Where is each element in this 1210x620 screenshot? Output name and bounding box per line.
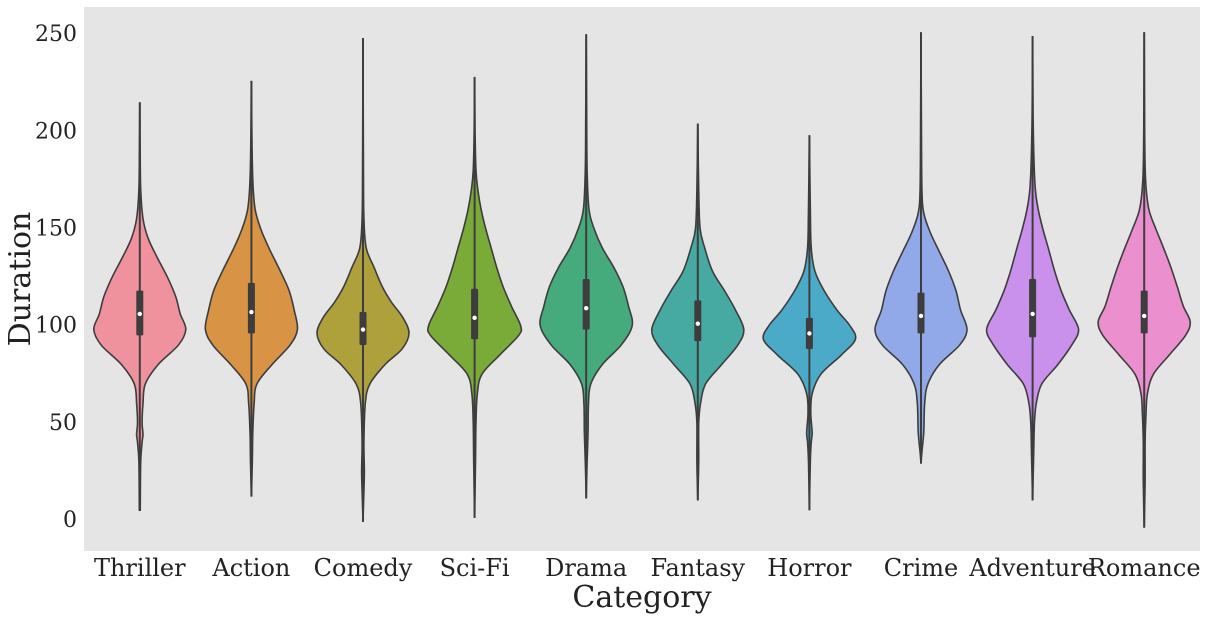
violin-median-marker [360, 327, 366, 332]
x-tick-labels: Thriller Action Comedy Sci-Fi Drama Fantasy Ho… [94, 554, 1201, 582]
x-tick-label: Romance [1088, 554, 1201, 582]
violin-romance [1097, 32, 1192, 528]
y-tick-label: 50 [49, 411, 77, 436]
y-tick-label: 250 [35, 22, 77, 47]
violin-iqr-box [1029, 279, 1037, 338]
x-tick-label: Fantasy [650, 554, 745, 582]
violin-fantasy [650, 123, 745, 501]
violin-comedy [316, 38, 410, 522]
violin-iqr-box [247, 282, 255, 334]
violin-iqr-box [694, 300, 702, 342]
violin-median-marker [695, 321, 700, 326]
violin-iqr-box [582, 279, 590, 330]
y-tick-label: 150 [35, 216, 77, 241]
violin-median-marker [472, 315, 477, 321]
violin-median-marker [918, 313, 924, 319]
x-tick-label: Horror [767, 554, 852, 582]
violin-median-marker [1142, 313, 1147, 319]
violin-iqr-box [471, 288, 479, 340]
x-axis-title: Category [572, 580, 711, 615]
violin-sci-fi [426, 76, 523, 518]
y-tick-label: 0 [63, 508, 77, 533]
y-tick-label: 200 [35, 119, 77, 144]
x-tick-label: Drama [545, 554, 627, 582]
violin-median-marker [807, 331, 812, 336]
violin-iqr-box [1140, 290, 1148, 334]
x-tick-label: Crime [884, 554, 958, 582]
violin-adventure [985, 36, 1080, 501]
violin-median-marker [584, 305, 589, 311]
violin-thriller [92, 102, 187, 511]
violin-median-marker [249, 309, 254, 315]
violin-iqr-box [917, 292, 925, 334]
y-tick-labels: 0 50 100 150 200 250 [35, 22, 77, 533]
violin-median-marker [137, 311, 142, 317]
x-tick-label: Adventure [968, 554, 1096, 582]
violin-action [204, 80, 299, 497]
y-tick-label: 100 [35, 314, 77, 339]
violin-median-marker [1030, 311, 1035, 317]
violin-drama [539, 34, 634, 499]
violins-group [92, 32, 1192, 528]
violin-horror [762, 135, 857, 511]
violin-crime [874, 32, 968, 464]
x-tick-label: Action [211, 554, 290, 582]
x-tick-label: Comedy [314, 554, 413, 582]
y-axis-title: Duration [3, 212, 38, 347]
x-tick-label: Thriller [94, 554, 186, 582]
x-tick-label: Sci-Fi [440, 554, 510, 582]
